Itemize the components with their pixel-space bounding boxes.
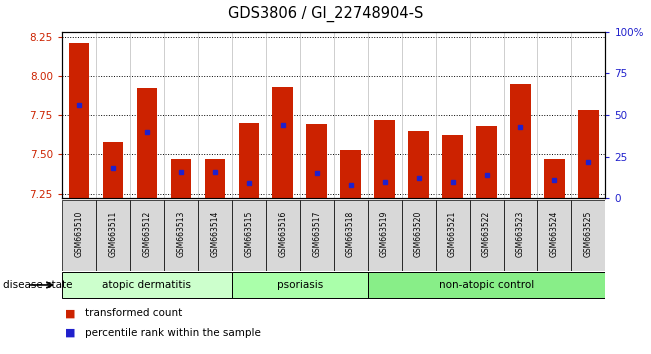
Text: percentile rank within the sample: percentile rank within the sample [85, 328, 260, 338]
Text: GSM663514: GSM663514 [210, 211, 219, 257]
Bar [307, 125, 327, 198]
Bar [477, 126, 497, 198]
FancyBboxPatch shape [469, 200, 503, 271]
Text: ■: ■ [65, 328, 76, 338]
FancyBboxPatch shape [130, 200, 164, 271]
Text: GSM663510: GSM663510 [74, 211, 83, 257]
Text: GSM663525: GSM663525 [584, 211, 593, 257]
FancyBboxPatch shape [572, 200, 605, 271]
FancyBboxPatch shape [402, 200, 436, 271]
FancyBboxPatch shape [198, 200, 232, 271]
Bar [103, 142, 123, 198]
FancyBboxPatch shape [62, 272, 232, 298]
Text: GSM663511: GSM663511 [108, 211, 117, 257]
FancyBboxPatch shape [368, 200, 402, 271]
FancyBboxPatch shape [232, 272, 368, 298]
Text: GSM663519: GSM663519 [380, 211, 389, 257]
FancyBboxPatch shape [96, 200, 130, 271]
Bar [578, 110, 599, 198]
FancyBboxPatch shape [299, 200, 334, 271]
Text: GSM663520: GSM663520 [414, 211, 423, 257]
Text: transformed count: transformed count [85, 308, 182, 318]
Text: atopic dermatitis: atopic dermatitis [102, 280, 191, 290]
Bar [544, 159, 564, 198]
Bar [273, 87, 293, 198]
Text: psoriasis: psoriasis [277, 280, 323, 290]
Text: disease state: disease state [3, 280, 73, 290]
Text: GDS3806 / GI_22748904-S: GDS3806 / GI_22748904-S [228, 5, 423, 22]
Text: GSM663515: GSM663515 [244, 211, 253, 257]
Bar [171, 159, 191, 198]
Bar [374, 120, 395, 198]
FancyBboxPatch shape [232, 200, 266, 271]
FancyBboxPatch shape [266, 200, 299, 271]
Bar [510, 84, 531, 198]
Text: GSM663518: GSM663518 [346, 211, 355, 257]
Text: GSM663521: GSM663521 [448, 211, 457, 257]
Bar [137, 88, 157, 198]
FancyBboxPatch shape [164, 200, 198, 271]
Text: GSM663512: GSM663512 [143, 211, 151, 257]
Text: GSM663524: GSM663524 [550, 211, 559, 257]
Bar [340, 150, 361, 198]
FancyBboxPatch shape [436, 200, 469, 271]
Text: GSM663522: GSM663522 [482, 211, 491, 257]
Text: GSM663517: GSM663517 [312, 211, 321, 257]
Bar [68, 43, 89, 198]
FancyBboxPatch shape [62, 200, 96, 271]
Bar [408, 131, 429, 198]
Bar [204, 159, 225, 198]
Bar [443, 136, 463, 198]
Text: GSM663516: GSM663516 [278, 211, 287, 257]
Text: ■: ■ [65, 308, 76, 318]
FancyBboxPatch shape [503, 200, 538, 271]
Text: GSM663513: GSM663513 [176, 211, 186, 257]
Text: GSM663523: GSM663523 [516, 211, 525, 257]
FancyBboxPatch shape [368, 272, 605, 298]
Bar [238, 123, 259, 198]
Text: non-atopic control: non-atopic control [439, 280, 534, 290]
FancyBboxPatch shape [334, 200, 368, 271]
FancyBboxPatch shape [538, 200, 572, 271]
